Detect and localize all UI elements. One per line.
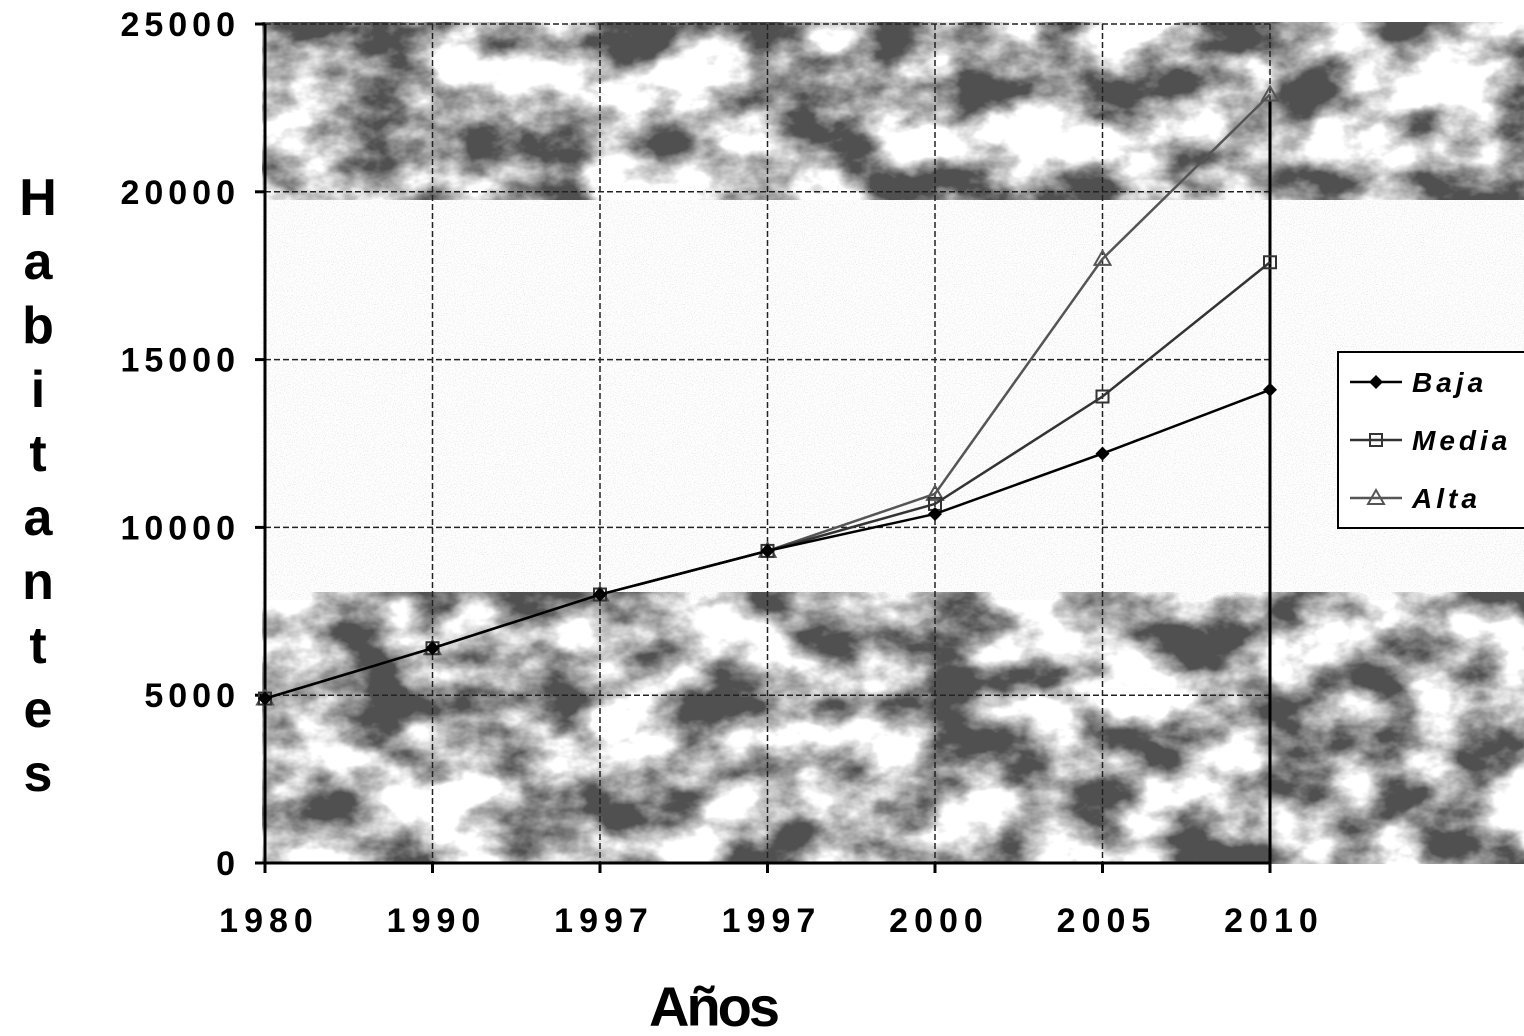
y-tick-label: 5000 — [144, 677, 240, 715]
y-tick-label: 10000 — [120, 509, 240, 547]
y-tick-label: 0 — [216, 845, 240, 883]
legend-item-alta: Alta — [1350, 483, 1481, 514]
y-tick-label: 20000 — [120, 174, 240, 212]
y-axis-label-letter: t — [29, 425, 46, 483]
data-point — [425, 641, 440, 656]
series-baja — [258, 382, 1277, 706]
y-axis-label-letter: e — [24, 681, 53, 739]
legend-label: Media — [1412, 425, 1511, 456]
y-tick-labels: 0 5000 10000 15000 20000 25000 — [120, 6, 240, 883]
y-axis-label-letter: i — [31, 361, 45, 419]
series-lines — [255, 84, 1280, 706]
data-point — [593, 587, 607, 602]
x-tick-label: 1990 — [387, 902, 487, 940]
x-tick-label: 1997 — [554, 902, 654, 940]
data-point — [1366, 487, 1386, 505]
data-point — [1095, 446, 1110, 461]
y-axis-label-letter: a — [24, 233, 54, 291]
data-point — [1092, 248, 1113, 266]
y-axis-label-letter: H — [19, 169, 57, 227]
data-point — [1369, 433, 1383, 447]
y-axis-label-letter: n — [22, 553, 54, 611]
y-tick-label: 15000 — [120, 342, 240, 380]
x-tick-label: 2005 — [1057, 902, 1157, 940]
legend-label: Baja — [1412, 367, 1487, 398]
data-point — [1369, 375, 1383, 389]
legend-label: Alta — [1411, 483, 1481, 514]
legend-item-baja: Baja — [1350, 367, 1487, 398]
data-point — [258, 691, 272, 706]
background-photo — [262, 22, 1524, 864]
x-tick-label: 2000 — [889, 902, 989, 940]
y-axis-label-letter: t — [29, 617, 46, 675]
data-point — [1263, 382, 1277, 397]
x-axis-label: Años — [649, 975, 778, 1031]
legend: Baja Media Alta — [1337, 351, 1524, 529]
y-tick-label: 25000 — [120, 6, 240, 44]
data-point — [928, 506, 942, 521]
y-axis-label-letter: b — [22, 297, 54, 355]
x-tick-label: 2010 — [1224, 902, 1324, 940]
data-point — [1260, 84, 1280, 102]
data-point — [1095, 389, 1110, 404]
data-point — [760, 543, 775, 558]
x-tick-labels: 1980 1990 1997 1997 2000 2005 2010 — [219, 902, 1324, 940]
x-tick-label: 1997 — [722, 902, 822, 940]
y-axis-label-letter: a — [24, 489, 54, 547]
axes — [255, 22, 1272, 873]
legend-item-media: Media — [1350, 425, 1511, 456]
y-axis-label-letter: s — [24, 745, 53, 803]
data-point — [925, 483, 945, 501]
data-point — [1263, 255, 1277, 270]
x-tick-label: 1980 — [219, 902, 319, 940]
